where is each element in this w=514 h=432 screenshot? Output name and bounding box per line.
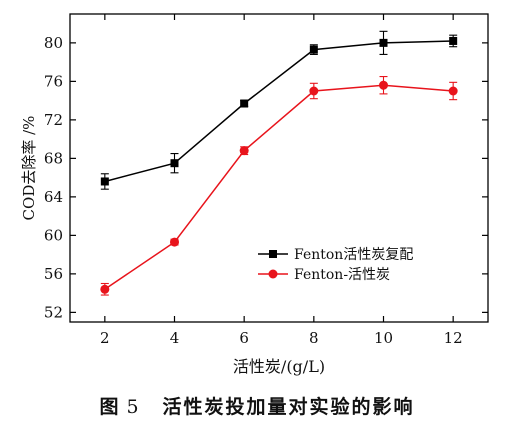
legend-label: Fenton活性炭复配: [294, 246, 413, 263]
y-tick-label: 80: [44, 34, 63, 52]
caption-number: 5: [126, 396, 141, 418]
data-point: [379, 80, 388, 90]
y-tick-label: 60: [44, 226, 63, 244]
y-tick-label: 64: [44, 188, 63, 206]
data-point: [100, 177, 109, 186]
data-point: [379, 38, 388, 47]
series-line: [104, 84, 454, 290]
x-tick-label: 4: [170, 329, 180, 347]
data-point: [240, 99, 249, 108]
series-2: [100, 76, 458, 296]
x-axis-label: 活性炭/(g/L): [233, 357, 325, 376]
x-tick-label: 6: [239, 329, 249, 347]
series-layer: [100, 30, 458, 296]
data-point: [449, 36, 458, 45]
data-point: [309, 45, 318, 54]
legend-marker: [269, 250, 277, 258]
legend-label: Fenton-活性炭: [294, 267, 390, 283]
x-tick-label: 8: [309, 329, 319, 347]
y-tick-label: 56: [44, 265, 63, 283]
y-axis-label: COD去除率 /%: [20, 116, 38, 221]
series-line: [104, 40, 454, 183]
x-tick-label: 2: [100, 329, 110, 347]
y-tick-label: 68: [44, 149, 63, 167]
legend-marker: [268, 269, 278, 279]
y-tick-label: 76: [44, 72, 63, 90]
data-point: [309, 86, 319, 96]
data-point: [170, 237, 179, 247]
data-point: [100, 284, 110, 294]
series-1: [100, 30, 458, 190]
x-tick-label: 10: [374, 329, 393, 347]
caption-prefix: 图: [99, 396, 121, 418]
x-tick-label: 12: [444, 329, 463, 347]
data-point: [170, 159, 179, 168]
y-tick-label: 52: [44, 303, 63, 321]
data-point: [448, 86, 458, 96]
figure-caption: 图 5 活性炭投加量对实验的影响: [0, 392, 514, 419]
legend: Fenton活性炭复配 Fenton-活性炭: [258, 246, 413, 283]
data-point: [239, 146, 249, 156]
y-tick-label: 72: [44, 111, 63, 129]
caption-text: 活性炭投加量对实验的影响: [162, 396, 415, 418]
plot-frame: [69, 13, 489, 323]
